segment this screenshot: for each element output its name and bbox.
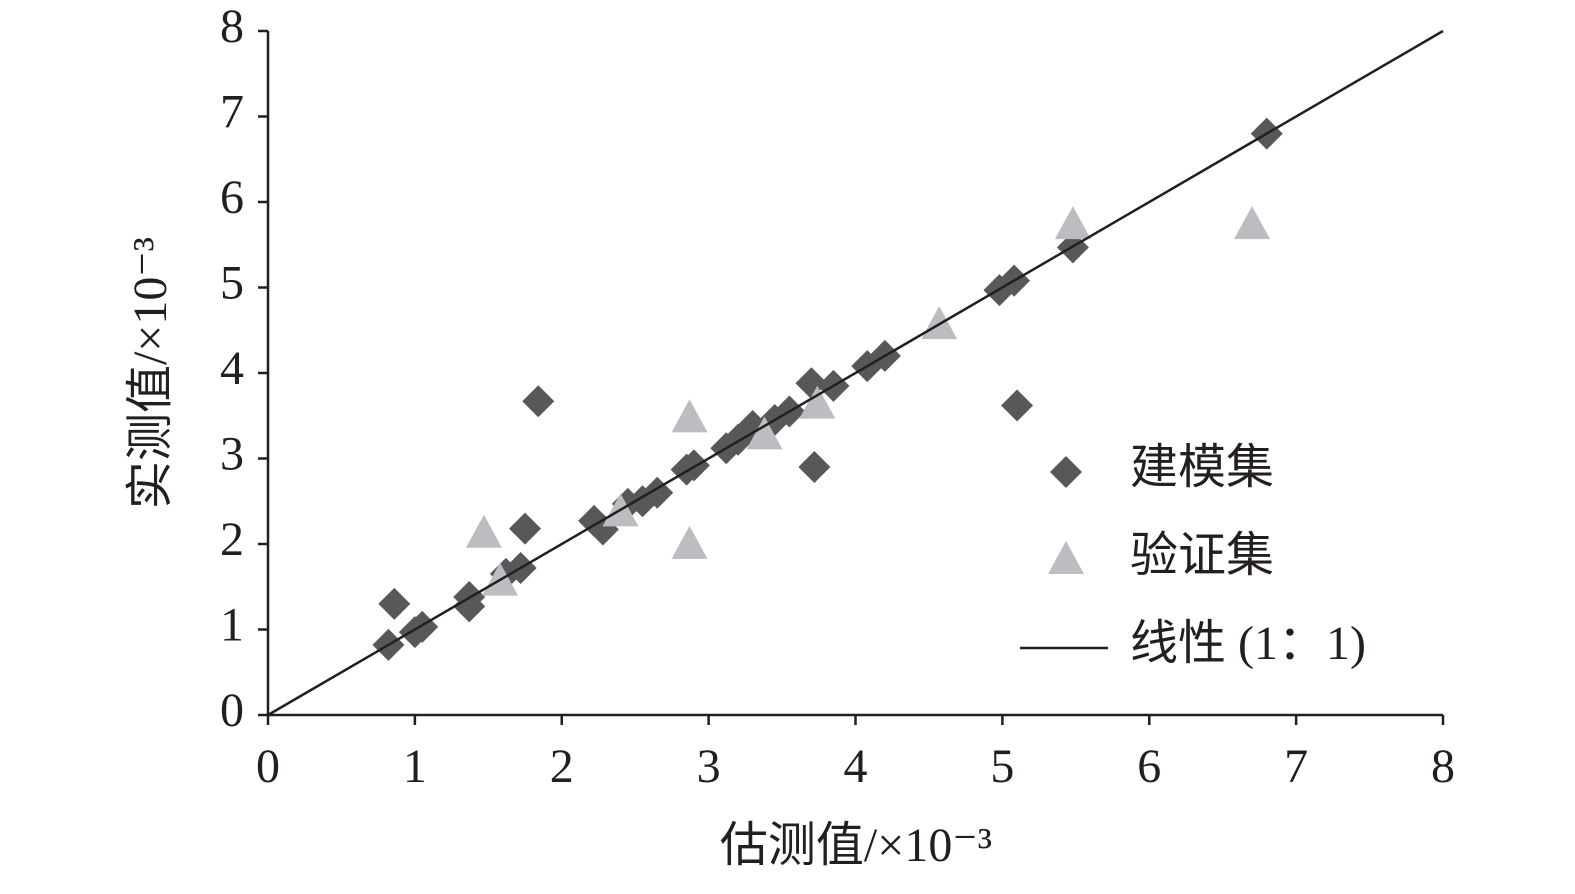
point <box>1001 389 1034 422</box>
legend-label: 线性 (1：1) <box>1130 617 1366 670</box>
x-tick-label: 1 <box>403 740 427 793</box>
point <box>453 590 486 623</box>
x-tick-label: 3 <box>697 740 721 793</box>
point <box>746 416 783 450</box>
y-tick-label: 8 <box>220 0 244 53</box>
y-axis-label: 实测值/×10⁻³ <box>124 237 177 509</box>
legend-symbol <box>1050 456 1082 488</box>
x-tick-label: 8 <box>1431 740 1455 793</box>
x-tick-label: 0 <box>256 740 280 793</box>
point <box>522 385 555 418</box>
point <box>671 399 708 433</box>
point <box>921 306 958 340</box>
legend-label: 验证集 <box>1130 529 1274 582</box>
point <box>1054 206 1091 240</box>
reference-line <box>267 29 1444 717</box>
point <box>406 610 439 643</box>
y-tick-label: 2 <box>220 513 244 566</box>
point <box>1234 206 1271 240</box>
point <box>509 512 542 545</box>
x-tick-label: 7 <box>1284 740 1308 793</box>
y-tick-label: 0 <box>220 684 244 737</box>
point <box>798 451 831 484</box>
point <box>671 525 708 559</box>
point <box>465 514 502 548</box>
legend-symbol <box>1048 541 1084 574</box>
y-tick-label: 1 <box>220 599 244 652</box>
point <box>799 385 836 419</box>
legend-label: 建模集 <box>1130 441 1274 494</box>
x-axis-label: 估测值/×10⁻³ <box>720 819 992 872</box>
y-tick-label: 3 <box>220 428 244 481</box>
x-tick-label: 2 <box>550 740 574 793</box>
point <box>378 587 411 620</box>
x-tick-label: 5 <box>990 740 1014 793</box>
y-tick-label: 4 <box>220 342 244 395</box>
x-tick-label: 6 <box>1137 740 1161 793</box>
y-tick-label: 7 <box>220 86 244 139</box>
y-tick-label: 5 <box>220 257 244 310</box>
y-tick-label: 6 <box>220 171 244 224</box>
x-tick-label: 4 <box>844 740 868 793</box>
point <box>677 449 710 482</box>
